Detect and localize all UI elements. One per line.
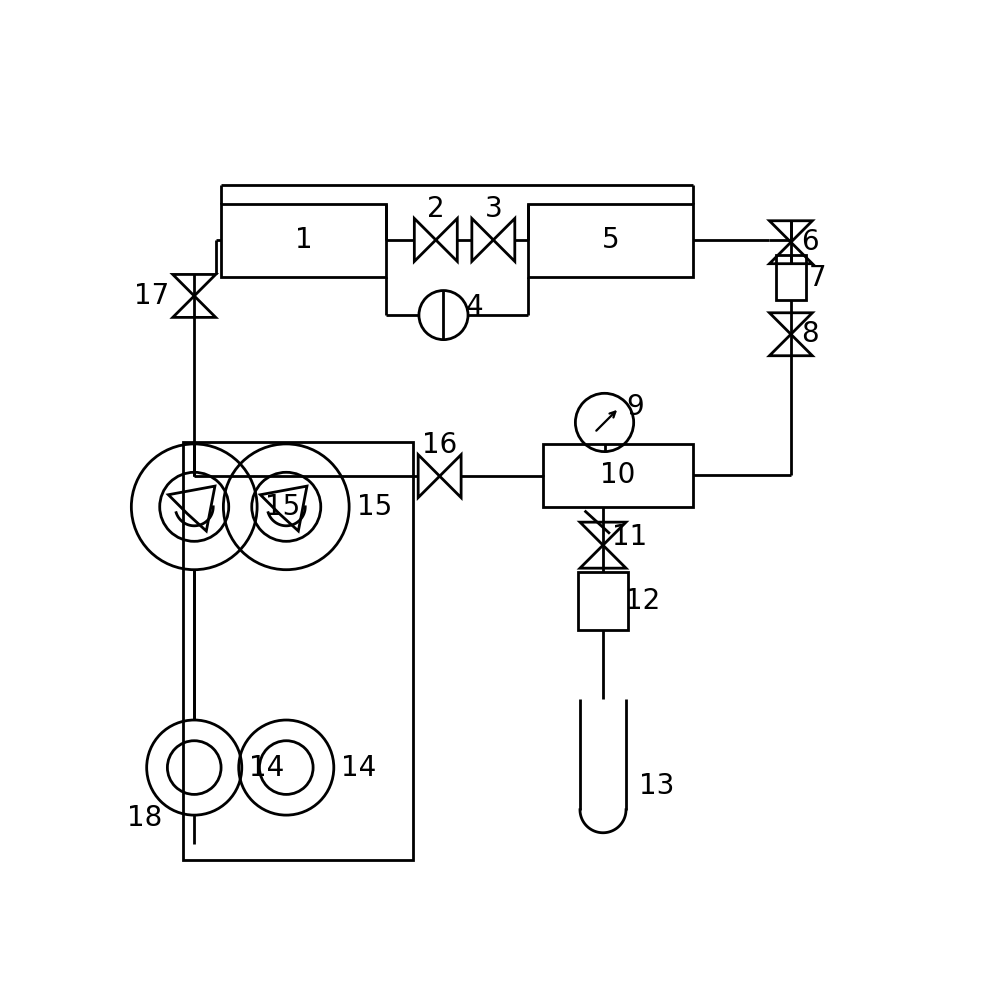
Bar: [578, 572, 628, 629]
Text: 15: 15: [265, 493, 300, 521]
Bar: [528, 204, 693, 277]
Text: 13: 13: [639, 772, 674, 800]
Text: 12: 12: [625, 587, 661, 615]
Text: 6: 6: [801, 228, 819, 256]
Text: 2: 2: [427, 195, 445, 223]
Text: 1: 1: [295, 226, 312, 254]
Text: 14: 14: [341, 754, 377, 782]
Bar: [776, 255, 806, 300]
Text: 5: 5: [601, 226, 619, 254]
Text: 9: 9: [626, 393, 644, 421]
Text: 11: 11: [612, 524, 647, 552]
Text: 8: 8: [801, 321, 819, 349]
Text: 18: 18: [127, 804, 162, 832]
Text: 3: 3: [484, 195, 502, 223]
Text: 15: 15: [357, 493, 392, 521]
Text: 7: 7: [809, 264, 827, 292]
Bar: [543, 444, 693, 507]
Text: 4: 4: [465, 294, 483, 322]
Text: 14: 14: [249, 754, 285, 782]
Bar: [221, 204, 386, 277]
Bar: [183, 441, 413, 860]
Text: 17: 17: [134, 282, 170, 310]
Text: 16: 16: [422, 431, 457, 459]
Text: 10: 10: [600, 461, 636, 489]
